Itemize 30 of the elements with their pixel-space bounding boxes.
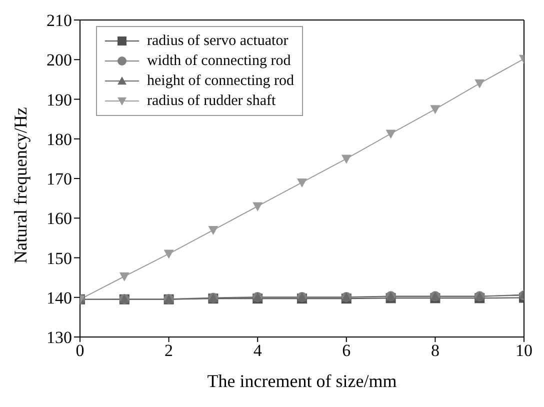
x-tick-label: 0	[76, 341, 84, 360]
point	[252, 202, 263, 212]
x-tick-label: 8	[430, 341, 440, 360]
point	[208, 226, 218, 236]
x-tick-label: 10	[516, 341, 532, 360]
y-tick-label: 150	[46, 248, 72, 268]
point	[430, 105, 440, 114]
y-tick-label: 140	[46, 288, 72, 308]
point	[386, 130, 396, 139]
x-axis-title: The increment of size/mm	[207, 371, 397, 391]
legend-label: width of connecting rod	[147, 52, 291, 71]
y-tick-label: 200	[46, 50, 72, 70]
y-axis-title: Natural frequency/Hz	[10, 107, 30, 264]
point	[297, 178, 307, 188]
legend-label: radius of rudder shaft	[147, 92, 276, 111]
point	[119, 272, 130, 282]
point	[474, 79, 485, 88]
legend-label: height of connecting rod	[147, 72, 294, 91]
y-tick-label: 130	[46, 328, 72, 348]
point	[164, 250, 174, 259]
x-tick-label: 4	[253, 341, 262, 360]
y-tick-label: 210	[46, 11, 72, 30]
y-tick-label: 180	[46, 130, 72, 149]
x-tick-label: 2	[164, 341, 174, 360]
y-tick-label: 170	[46, 170, 72, 189]
legend-label: radius of servo actuator	[147, 32, 288, 51]
x-tick-label: 6	[342, 341, 351, 360]
point	[341, 154, 352, 164]
y-tick-label: 190	[46, 90, 72, 110]
y-tick-label: 160	[46, 209, 72, 228]
